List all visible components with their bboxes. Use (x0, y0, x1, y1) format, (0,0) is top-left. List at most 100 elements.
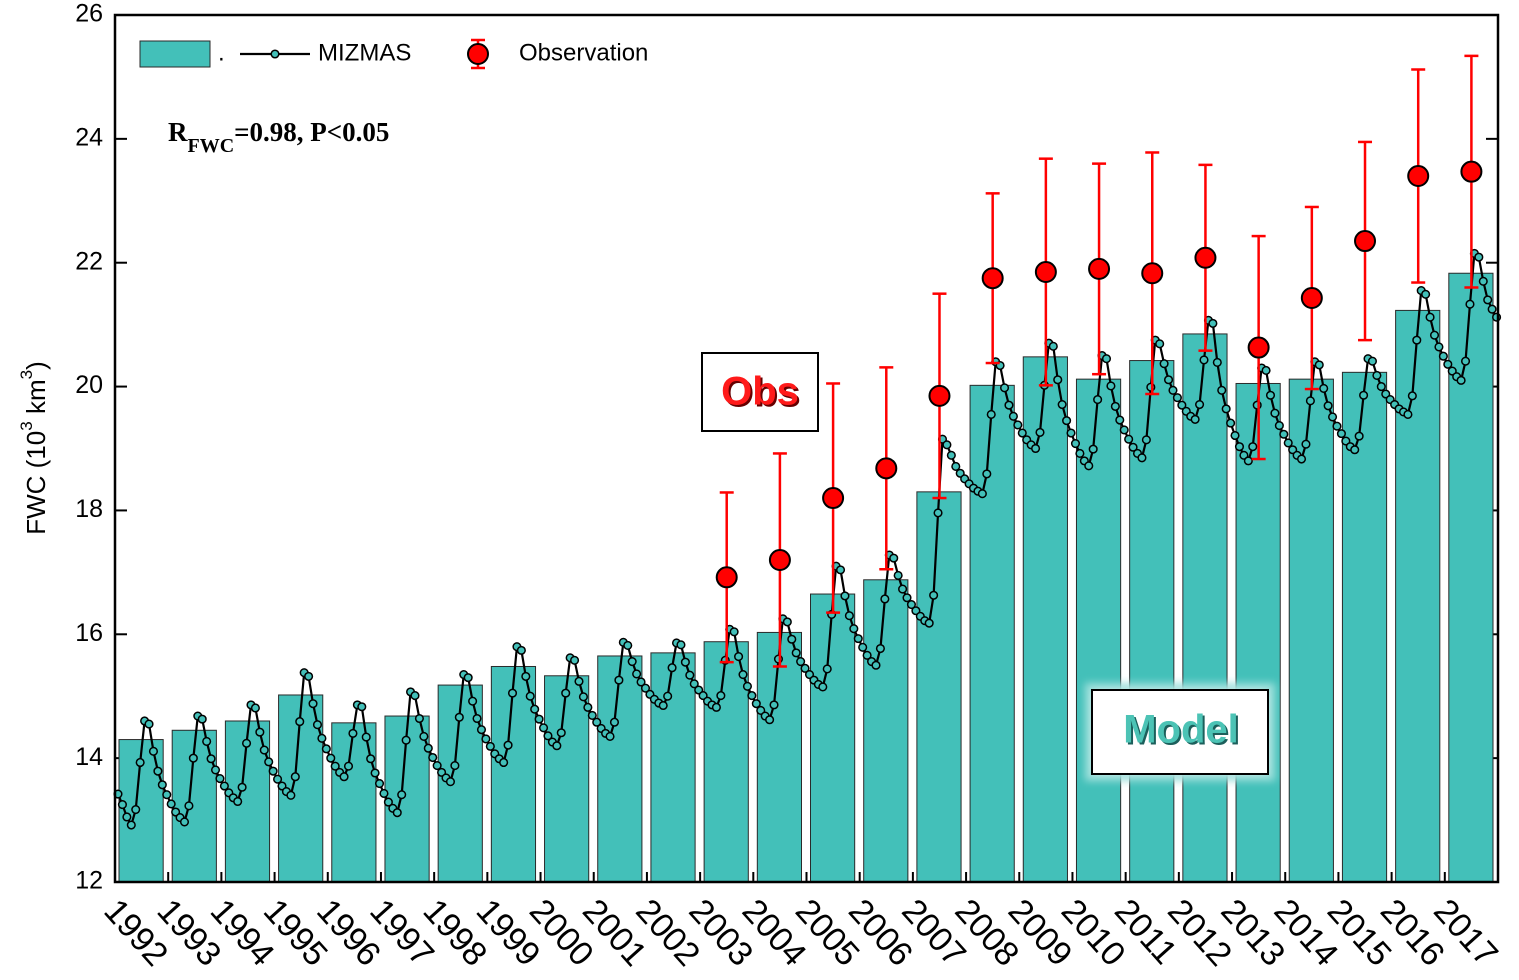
line-point (729, 627, 739, 637)
line-point (578, 692, 588, 702)
line-point (951, 461, 961, 472)
line-point (556, 728, 566, 738)
line-point (1088, 444, 1098, 454)
bar (756, 631, 802, 883)
line-point (840, 591, 850, 601)
annotation-rest: =0.98, P<0.05 (234, 117, 389, 147)
line-point (1190, 414, 1200, 424)
line-point (419, 731, 429, 742)
obs-point (1300, 287, 1323, 310)
line-point (796, 656, 806, 667)
line-point (1035, 427, 1045, 437)
line-point (680, 657, 690, 667)
line-point (445, 777, 456, 787)
line-point (1053, 375, 1063, 385)
line-point (924, 618, 934, 628)
line-point (507, 688, 518, 698)
line-point (849, 624, 859, 634)
line-point (605, 731, 615, 742)
line-point (1057, 399, 1067, 410)
line-point (361, 732, 371, 742)
line-point (1465, 299, 1475, 309)
line-point (1279, 429, 1289, 439)
line-point (1084, 461, 1094, 471)
line-point (237, 782, 247, 792)
y-tick-label: 24 (75, 123, 103, 151)
line-point (685, 670, 695, 680)
line-point (432, 761, 442, 771)
line-point (751, 699, 761, 709)
obs-point (1194, 246, 1217, 269)
line-point (871, 660, 881, 670)
line-point (295, 717, 305, 727)
line-point (308, 699, 318, 709)
line-point (197, 714, 207, 724)
line-point (1115, 415, 1125, 425)
y-label-part: FWC (10 (21, 431, 51, 535)
line-point (1478, 276, 1488, 286)
line-point (570, 655, 580, 665)
y-tick-label: 16 (75, 619, 103, 647)
line-point (117, 800, 127, 810)
line-point (800, 663, 810, 673)
y-axis-label: FWC (103 km3) (17, 361, 50, 535)
line-point (623, 640, 633, 650)
line-point (370, 768, 380, 778)
line-point (982, 469, 992, 479)
line-point (1425, 312, 1435, 322)
line-point (1354, 431, 1364, 441)
line-point (290, 772, 300, 782)
model-label: Model (1123, 708, 1239, 752)
line-point (747, 691, 757, 701)
line-point (818, 682, 828, 692)
legend-label: . (218, 39, 225, 66)
bar (810, 593, 856, 883)
line-point (1332, 421, 1342, 431)
line-point (1376, 382, 1386, 392)
line-point (241, 738, 252, 748)
line-point (516, 645, 526, 655)
line-point (1412, 335, 1422, 345)
line-point (663, 691, 673, 701)
line-point (1248, 442, 1258, 452)
line-point (711, 702, 721, 712)
line-point (1172, 393, 1182, 403)
bar (1448, 272, 1494, 883)
bar (597, 655, 643, 883)
line-point (1443, 359, 1453, 369)
line-point (162, 790, 172, 800)
line-point (902, 593, 912, 603)
line-point (135, 757, 145, 768)
line-point (583, 702, 593, 712)
line-point (1367, 356, 1378, 366)
line-point (126, 820, 136, 830)
y-tick-label: 12 (75, 867, 103, 895)
line-point (734, 652, 744, 662)
line-point (317, 733, 327, 743)
line-point (1163, 375, 1174, 385)
obs-point (1141, 262, 1164, 285)
line-point (769, 700, 779, 710)
line-point (1372, 370, 1382, 380)
line-point (1336, 429, 1346, 439)
line-point (1008, 411, 1018, 421)
line-point (689, 679, 699, 689)
line-point (853, 634, 863, 644)
line-point (627, 656, 637, 667)
line-point (410, 691, 420, 701)
obs-point (1460, 160, 1483, 183)
line-point (286, 790, 296, 800)
line-point (1483, 295, 1493, 305)
line-point (202, 736, 212, 746)
bar (544, 675, 590, 883)
line-point (640, 683, 651, 693)
annotation-text: R (168, 117, 188, 147)
line-point (1407, 391, 1417, 401)
line-point (392, 808, 402, 818)
line-point (476, 725, 487, 735)
line-point (188, 753, 198, 763)
line-point (1212, 357, 1222, 367)
obs-point (822, 487, 845, 510)
